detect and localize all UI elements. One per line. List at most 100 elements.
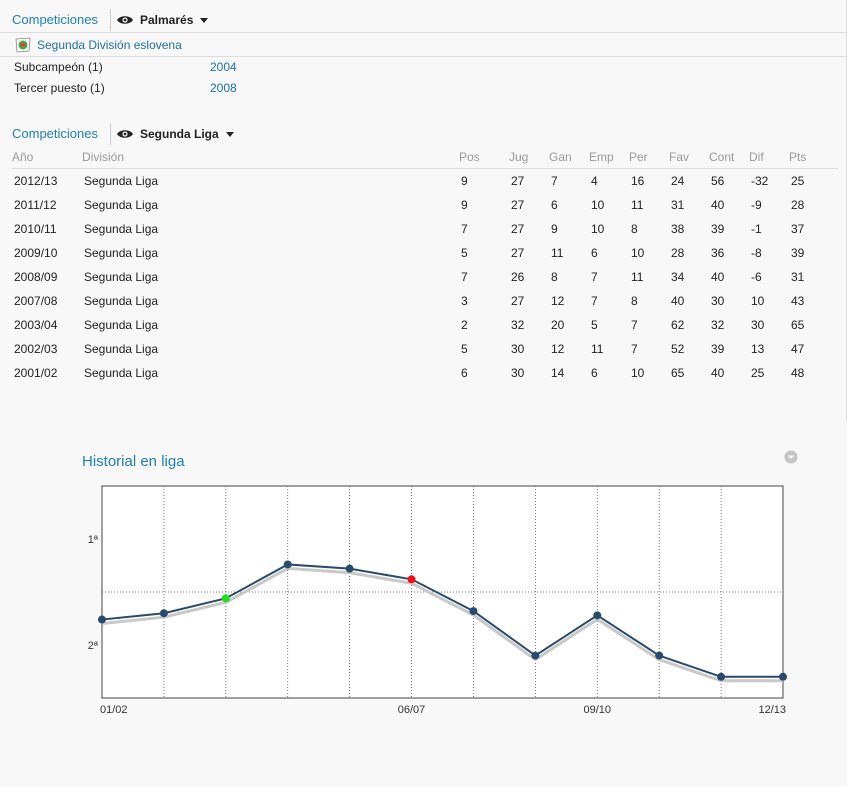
- palmares-competitions-link[interactable]: Competiciones: [12, 12, 98, 27]
- x-tick-label: 01/02: [100, 704, 128, 716]
- col-goals-against-cell: 36: [711, 246, 725, 260]
- col-played-cell: 27: [511, 198, 525, 212]
- table-row: 2012/13 Segunda Liga 9 27 7 4 16 24 56 -32 25: [12, 169, 838, 193]
- col-goals-for-cell: 40: [671, 294, 685, 308]
- col-lost-cell: 11: [631, 198, 644, 212]
- col-goals-for-cell: 62: [671, 318, 685, 332]
- col-pos-cell: 5: [461, 246, 468, 260]
- col-goals-against-header[interactable]: Cont: [709, 150, 735, 164]
- col-goals-for-header[interactable]: Fav: [669, 150, 690, 164]
- col-pos-cell: 7: [461, 270, 468, 284]
- col-pos-cell: 7: [461, 222, 468, 236]
- col-played-cell: 32: [511, 318, 525, 332]
- divider: [110, 9, 111, 31]
- col-points-cell: 37: [791, 222, 805, 236]
- y-tick-label: 2ª: [88, 640, 99, 652]
- col-drawn-cell: 6: [591, 246, 598, 260]
- col-points-cell: 47: [791, 342, 805, 356]
- palmares-entry-year[interactable]: 2004: [210, 60, 237, 74]
- seasons-table: Año División Pos Jug Gan Emp Per Fav Cont Dif Pts …: [12, 146, 838, 385]
- col-goal-diff-cell: -9: [751, 198, 762, 212]
- col-lost-cell: 10: [631, 246, 645, 260]
- col-year-cell: 2001/02: [14, 366, 58, 380]
- col-won-header[interactable]: Gan: [549, 150, 572, 164]
- col-goals-for-cell: 52: [671, 342, 685, 356]
- col-drawn-cell: 11: [591, 342, 604, 356]
- league-logo-icon: [15, 37, 31, 53]
- col-lost-header[interactable]: Per: [629, 150, 648, 164]
- league-dropdown[interactable]: Segunda Liga: [117, 127, 234, 141]
- data-point: [407, 575, 416, 584]
- divider: [0, 32, 847, 33]
- col-goal-diff-cell: -6: [751, 270, 762, 284]
- col-year-cell: 2010/11: [14, 222, 57, 236]
- col-won-cell: 14: [551, 366, 565, 380]
- col-points-cell: 39: [791, 246, 805, 260]
- table-row: 2011/12 Segunda Liga 9 27 6 10 11 31 40 -9 28: [12, 193, 838, 217]
- eye-icon: [117, 16, 133, 24]
- col-drawn-cell: 10: [591, 222, 605, 236]
- col-drawn-cell: 7: [591, 270, 598, 284]
- col-pos-cell: 9: [461, 198, 468, 212]
- col-division-cell: Segunda Liga: [84, 198, 159, 212]
- col-lost-cell: 11: [631, 270, 644, 284]
- data-point: [221, 594, 230, 603]
- col-drawn-cell: 5: [591, 318, 598, 332]
- col-pos-cell: 9: [461, 174, 468, 188]
- table-body: 2012/13 Segunda Liga 9 27 7 4 16 24 56 -32 25 2011/…: [12, 169, 838, 385]
- col-goal-diff-cell: -1: [751, 222, 762, 236]
- col-goals-against-cell: 40: [711, 270, 725, 284]
- col-drawn-header[interactable]: Emp: [589, 150, 614, 164]
- divider: [0, 56, 847, 57]
- data-point: [717, 672, 726, 681]
- palmares-entry-year[interactable]: 2008: [210, 81, 237, 95]
- palmares-entry-label: Subcampeón (1): [14, 60, 103, 74]
- col-division-cell: Segunda Liga: [84, 270, 159, 284]
- col-goals-against-cell: 32: [711, 318, 725, 332]
- chevron-down-circle-icon[interactable]: [784, 450, 798, 464]
- col-drawn-cell: 10: [591, 198, 605, 212]
- col-year-cell: 2007/08: [14, 294, 58, 308]
- col-played-header[interactable]: Jug: [509, 150, 529, 164]
- table-row: 2010/11 Segunda Liga 7 27 9 10 8 38 39 -1 37: [12, 217, 838, 241]
- col-points-header[interactable]: Pts: [789, 150, 807, 164]
- col-won-cell: 8: [551, 270, 558, 284]
- data-point: [531, 651, 540, 660]
- table-row: 2008/09 Segunda Liga 7 26 8 7 11 34 40 -6 31: [12, 265, 838, 289]
- col-year-header[interactable]: Año: [12, 150, 34, 164]
- col-won-cell: 9: [551, 222, 558, 236]
- col-drawn-cell: 4: [591, 174, 598, 188]
- col-goals-for-cell: 65: [671, 366, 685, 380]
- col-goal-diff-header[interactable]: Dif: [749, 150, 764, 164]
- league-dropdown-label: Segunda Liga: [140, 127, 219, 141]
- col-won-cell: 12: [551, 294, 565, 308]
- col-goals-against-cell: 40: [711, 198, 725, 212]
- col-lost-cell: 16: [631, 174, 645, 188]
- col-goal-diff-cell: -8: [751, 246, 762, 260]
- palmares-competitions-bar: Competiciones Palmarés: [0, 7, 847, 33]
- palmares-entry: Tercer puesto (1) 2008: [14, 81, 314, 101]
- table-row: 2007/08 Segunda Liga 3 27 12 7 8 40 30 10 43: [12, 289, 838, 313]
- league-link[interactable]: Segunda División eslovena: [14, 37, 182, 53]
- col-goals-against-cell: 30: [711, 294, 725, 308]
- col-division-cell: Segunda Liga: [84, 342, 159, 356]
- col-goals-for-cell: 34: [671, 270, 685, 284]
- col-goals-for-cell: 31: [671, 198, 685, 212]
- col-division-header[interactable]: División: [82, 150, 125, 164]
- table-row: 2002/03 Segunda Liga 5 30 12 11 7 52 39 13 47: [12, 337, 838, 361]
- col-division-cell: Segunda Liga: [84, 294, 159, 308]
- col-won-cell: 11: [551, 246, 564, 260]
- col-goals-for-cell: 28: [671, 246, 685, 260]
- data-point: [593, 611, 602, 620]
- col-won-cell: 20: [551, 318, 565, 332]
- col-year-cell: 2011/12: [14, 198, 57, 212]
- col-played-cell: 27: [511, 246, 525, 260]
- col-played-cell: 27: [511, 174, 525, 188]
- col-lost-cell: 8: [631, 222, 638, 236]
- col-pos-header[interactable]: Pos: [459, 150, 480, 164]
- palmares-entry-label: Tercer puesto (1): [14, 81, 105, 95]
- palmares-dropdown[interactable]: Palmarés: [117, 13, 209, 27]
- divider: [110, 123, 111, 145]
- x-tick-label: 06/07: [398, 704, 426, 716]
- league-competitions-link[interactable]: Competiciones: [12, 126, 98, 141]
